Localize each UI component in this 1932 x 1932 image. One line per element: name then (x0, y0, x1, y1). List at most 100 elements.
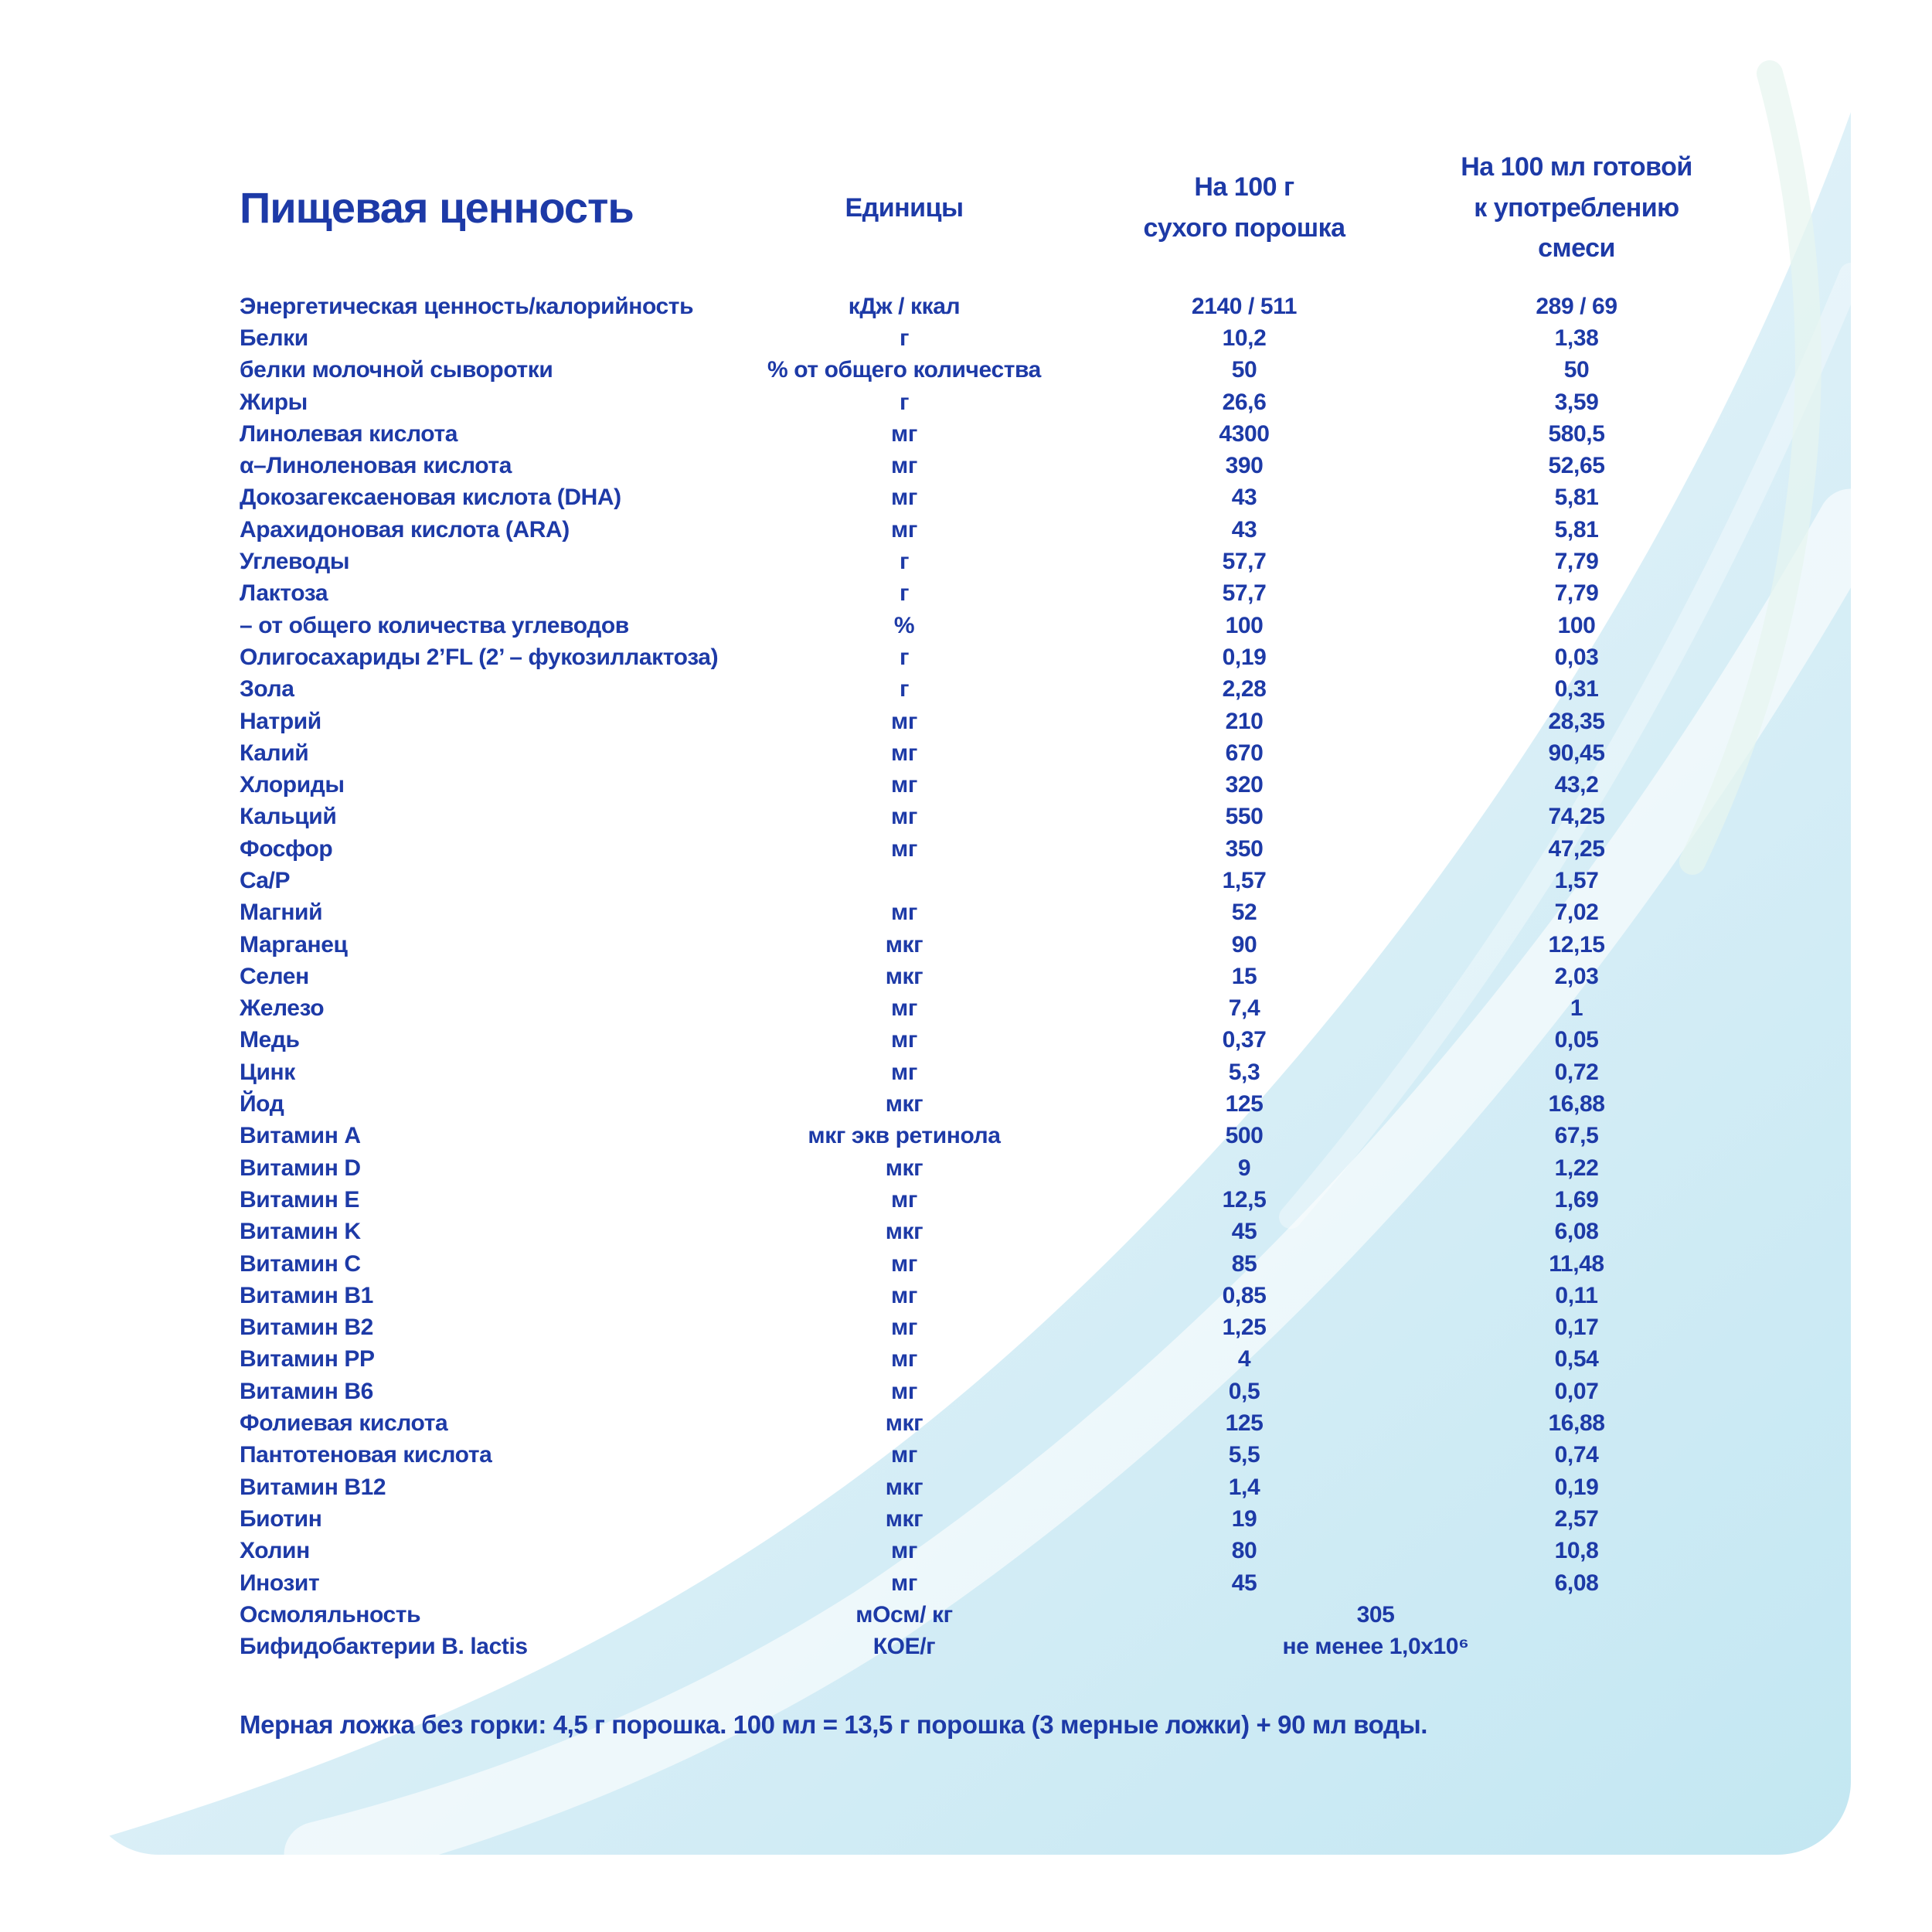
table-row: Инозит мг 45 6,08 (240, 1567, 1708, 1599)
value-per-100g: 43 (1231, 516, 1257, 543)
table-row: Энергетическая ценность/калорийность кДж … (240, 291, 1708, 322)
column-header-per-100ml: На 100 мл готовой к употреблению смеси (1445, 147, 1708, 269)
value-per-100ml: 1 (1570, 995, 1583, 1022)
table-row: Жиры г 26,6 3,59 (240, 386, 1708, 418)
nutrient-units: г (899, 549, 910, 575)
value-per-100ml: 7,02 (1554, 900, 1599, 926)
nutrient-label: Фосфор (240, 835, 333, 862)
value-per-100ml: 1,38 (1554, 325, 1599, 351)
nutrient-label: α–Линоленовая кислота (240, 453, 512, 479)
nutrient-units: мг (891, 453, 917, 479)
value-per-100ml: 0,54 (1554, 1346, 1599, 1372)
value-per-100ml: 0,03 (1554, 644, 1599, 670)
nutrient-label: Витамин B6 (240, 1378, 373, 1404)
nutrient-label: Витамин D (240, 1155, 361, 1181)
nutrient-label: Витамин E (240, 1186, 359, 1213)
nutrient-units: г (899, 389, 910, 415)
nutrient-units: % от общего количества (767, 357, 1041, 383)
value-per-100ml: 12,15 (1548, 931, 1605, 957)
table-row: Углеводы г 57,7 7,79 (240, 546, 1708, 577)
nutrient-label: Йод (240, 1091, 284, 1117)
table-row: Биотин мкг 19 2,57 (240, 1503, 1708, 1535)
nutrient-label: Витамин B12 (240, 1474, 386, 1500)
value-per-100ml: 5,81 (1554, 485, 1599, 511)
value-per-100ml: 2,03 (1554, 963, 1599, 989)
nutrient-units: мг (891, 485, 917, 511)
nutrient-label: Ca/P (240, 867, 291, 893)
value-per-100g: 19 (1231, 1505, 1257, 1532)
value-per-100ml: 90,45 (1548, 740, 1605, 766)
table-row: Олигосахариды 2’FL (2’ – фукозиллактоза)… (240, 641, 1708, 673)
nutrient-units: мг (891, 1378, 917, 1404)
nutrient-label: Лактоза (240, 580, 328, 607)
value-per-100ml: 7,79 (1554, 549, 1599, 575)
nutrient-label: Железо (240, 995, 325, 1022)
table-row: Линолевая кислота мг 4300 580,5 (240, 418, 1708, 450)
nutrient-label: Натрий (240, 708, 321, 734)
nutrient-units: мг (891, 1027, 917, 1053)
nutrient-label: Жиры (240, 389, 308, 415)
nutrient-units: мкг (885, 1410, 923, 1437)
nutrient-units: мг (891, 835, 917, 862)
table-row: Витамин A мкг экв ретинола 500 67,5 (240, 1121, 1708, 1152)
value-per-100g: 57,7 (1222, 549, 1267, 575)
value-per-100ml: 0,05 (1554, 1027, 1599, 1053)
nutrition-table: Энергетическая ценность/калорийность кДж … (240, 291, 1708, 1663)
nutrient-units: мг (891, 1186, 917, 1213)
nutrient-label: Углеводы (240, 549, 350, 575)
nutrient-label: – от общего количества углеводов (240, 612, 629, 638)
value-per-100ml: 0,19 (1554, 1474, 1599, 1500)
column-header-per-100ml-line2: к употреблению смеси (1474, 192, 1679, 264)
swoosh-top-right-streak (1679, 60, 1821, 875)
table-row: Витамин D мкг 9 1,22 (240, 1152, 1708, 1184)
value-per-100g: 57,7 (1222, 580, 1267, 607)
nutrient-label: Витамин C (240, 1250, 361, 1277)
value-per-100g: 50 (1231, 357, 1257, 383)
nutrient-units: мг (891, 1315, 917, 1341)
nutrient-units: мг (891, 516, 917, 543)
nutrient-label: белки молочной сыворотки (240, 357, 553, 383)
nutrient-label: Марганец (240, 931, 348, 957)
value-per-100g: 125 (1225, 1410, 1264, 1437)
nutrient-units: мг (891, 900, 917, 926)
value-per-100g: 0,37 (1222, 1027, 1267, 1053)
swoosh-inner-streak (1279, 263, 1851, 1229)
nutrient-label: Магний (240, 900, 323, 926)
column-header-units: Единицы (845, 192, 964, 223)
table-row: α–Линоленовая кислота мг 390 52,65 (240, 450, 1708, 481)
value-per-100g: 52 (1231, 900, 1257, 926)
nutrition-label-panel: Пищевая ценность Единицы На 100 г сухого… (85, 43, 1851, 1855)
table-row: Витамин B6 мг 0,5 0,07 (240, 1376, 1708, 1407)
nutrient-label: Олигосахариды 2’FL (2’ – фукозиллактоза) (240, 644, 719, 670)
value-per-100g: 80 (1231, 1538, 1257, 1564)
nutrient-units: г (899, 580, 910, 607)
value-per-100ml: 1,69 (1554, 1186, 1599, 1213)
value-per-100g: 210 (1225, 708, 1264, 734)
value-per-100ml: 52,65 (1548, 453, 1605, 479)
value-per-100g: 550 (1225, 804, 1264, 830)
table-row: Цинк мг 5,3 0,72 (240, 1056, 1708, 1088)
nutrient-label: Цинк (240, 1059, 295, 1085)
nutrient-units: мг (891, 1059, 917, 1085)
nutrient-label: Витамин B1 (240, 1282, 373, 1308)
value-per-100ml: 28,35 (1548, 708, 1605, 734)
value-per-100ml: 16,88 (1548, 1410, 1605, 1437)
nutrient-units: мг (891, 1282, 917, 1308)
nutrient-units: кДж / ккал (848, 293, 961, 319)
table-row: Лактоза г 57,7 7,79 (240, 578, 1708, 610)
table-row: Железо мг 7,4 1 (240, 993, 1708, 1025)
nutrient-units: мг (891, 804, 917, 830)
value-per-100ml: 74,25 (1548, 804, 1605, 830)
table-row: Зола г 2,28 0,31 (240, 674, 1708, 706)
nutrient-units: г (899, 325, 910, 351)
value-per-100g: 10,2 (1222, 325, 1267, 351)
value-per-100g: 43 (1231, 485, 1257, 511)
nutrient-units: мкг (885, 931, 923, 957)
table-row: Арахидоновая кислота (ARA) мг 43 5,81 (240, 514, 1708, 546)
nutrient-units: г (899, 644, 910, 670)
table-row: Хлориды мг 320 43,2 (240, 769, 1708, 801)
value-per-100g: 2,28 (1222, 676, 1267, 702)
table-row: Медь мг 0,37 0,05 (240, 1025, 1708, 1056)
nutrient-units: КОЕ/г (872, 1634, 936, 1660)
nutrient-label: Докозагексаеновая кислота (DHA) (240, 485, 621, 511)
